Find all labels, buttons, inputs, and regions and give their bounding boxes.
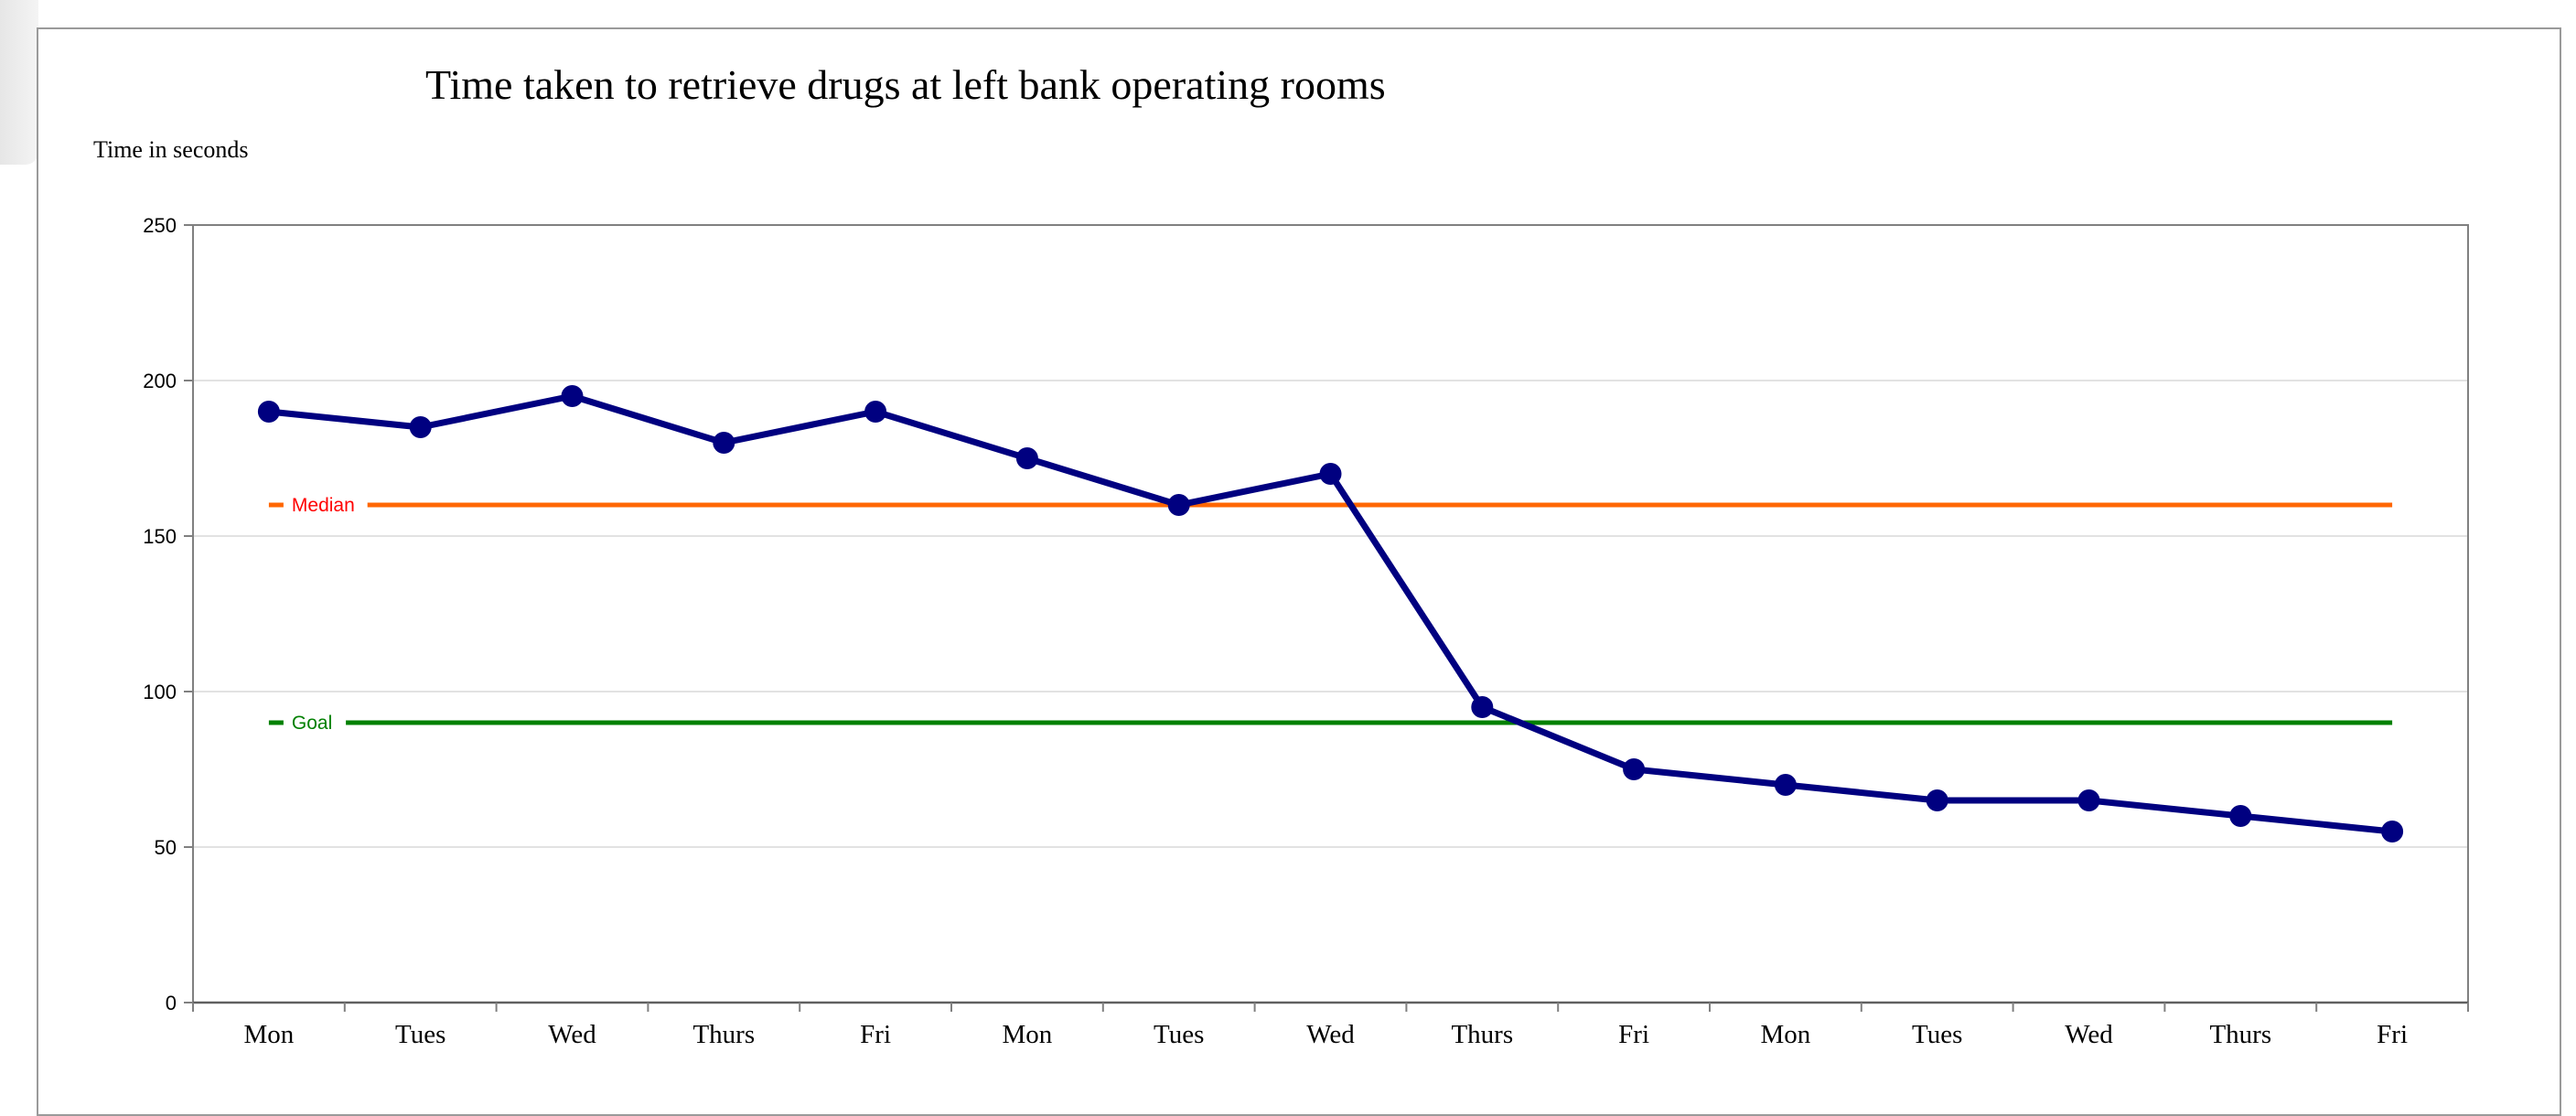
data-point	[864, 401, 887, 423]
data-point	[1623, 758, 1646, 780]
data-point	[2381, 821, 2404, 842]
data-point	[1167, 494, 1190, 516]
reference-lines: Median Goal	[268, 495, 2393, 734]
x-tick-label: Wed	[1306, 1020, 1355, 1049]
data-series	[257, 385, 2404, 842]
chart-frame	[37, 27, 2561, 1116]
x-tick-label: Thurs	[692, 1020, 755, 1049]
plot-area-border	[192, 224, 2469, 1003]
reference-line-goal: Goal	[268, 713, 2393, 734]
y-tick-label: 150	[143, 525, 177, 548]
x-tick-label: Thurs	[2209, 1020, 2271, 1049]
data-point	[1015, 447, 1038, 469]
x-tick-label: Wed	[2065, 1020, 2113, 1049]
x-tick-label: Fri	[1618, 1020, 1649, 1049]
window-edge-shadow	[0, 0, 38, 165]
x-tick-label: Mon	[244, 1020, 295, 1049]
data-point	[1774, 774, 1797, 796]
y-tick-label: 0	[166, 992, 177, 1014]
y-axis-label: Time in seconds	[93, 136, 249, 163]
gridlines	[193, 224, 2468, 848]
tick-labels: 0 50 100 150 200 250 Mon Tues Wed Thurs Fri Mon Tues…	[143, 214, 2408, 1049]
x-tick-label: Tues	[1912, 1020, 1962, 1049]
data-point	[2077, 789, 2100, 811]
x-tick-label: Tues	[1154, 1020, 1204, 1049]
data-point	[713, 432, 735, 454]
axes	[184, 224, 2469, 1012]
reference-line-label: Median	[292, 495, 355, 516]
x-tick-label: Mon	[1761, 1020, 1811, 1049]
x-tick-label: Mon	[1003, 1020, 1053, 1049]
y-tick-label: 200	[143, 370, 177, 392]
data-point	[409, 416, 432, 438]
y-tick-label: 250	[143, 214, 177, 237]
chart-title: Time taken to retrieve drugs at left ban…	[425, 61, 1386, 108]
x-tick-label: Tues	[395, 1020, 445, 1049]
data-point	[1319, 463, 1342, 485]
x-tick-label: Thurs	[1451, 1020, 1513, 1049]
data-point	[257, 401, 280, 423]
y-tick-label: 50	[155, 836, 177, 859]
reference-line-median: Median	[268, 495, 2393, 516]
data-point	[561, 385, 584, 407]
x-tick-label: Wed	[548, 1020, 596, 1049]
x-tick-label: Fri	[860, 1020, 891, 1049]
series-line	[268, 392, 2393, 835]
data-point	[1926, 789, 1948, 811]
x-tick-label: Fri	[2377, 1020, 2408, 1049]
data-point	[2229, 805, 2252, 827]
data-point	[1471, 696, 1494, 718]
reference-line-label: Goal	[292, 713, 332, 734]
y-tick-label: 100	[143, 681, 177, 703]
